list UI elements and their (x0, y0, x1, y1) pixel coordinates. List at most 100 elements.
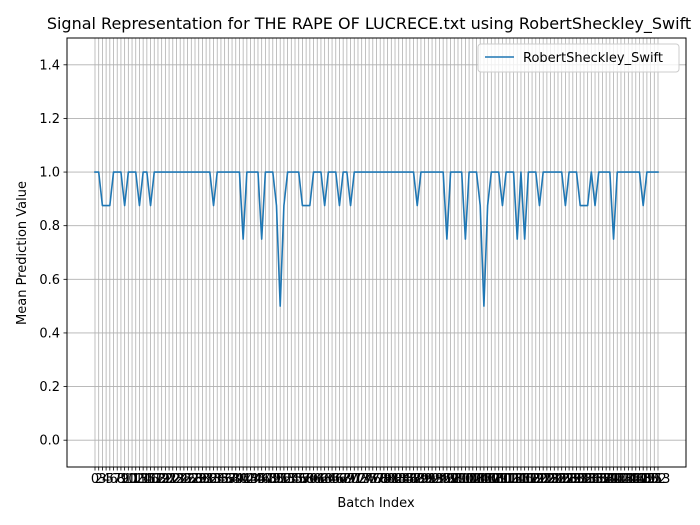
x-tick-label: 55 (287, 472, 304, 487)
x-tick-label: 89 (413, 472, 430, 487)
x-tick-label: 13 (131, 472, 148, 487)
y-tick-label: 0.2 (39, 380, 60, 395)
x-tick-label: 96 (439, 472, 456, 487)
x-tick-label: 12 (127, 472, 144, 487)
x-tick-label: 11 (124, 472, 141, 487)
x-tick-label: 53 (279, 472, 296, 487)
x-tick-label: 49 (265, 472, 282, 487)
x-tick-label: 88 (409, 472, 426, 487)
series-line-robertsheckley-swift (94, 171, 659, 307)
x-tick-label: 40 (231, 472, 248, 487)
x-tick-label: 75 (361, 472, 378, 487)
x-tick-label: 18 (150, 472, 167, 487)
chart-title: Signal Representation for THE RAPE OF LU… (47, 14, 691, 34)
x-tick-label: 14 (135, 472, 152, 487)
x-tick-label: 26 (179, 472, 196, 487)
x-tick-label: 44 (246, 472, 263, 487)
x-tick-label: 142 (605, 472, 630, 487)
x-tick-label: 34 (209, 472, 226, 487)
x-tick-label: 0 (91, 472, 99, 487)
x-tick-label: 119 (520, 472, 545, 487)
x-tick-label: 63 (316, 472, 333, 487)
x-tick-label: 90 (416, 472, 433, 487)
x-tick-label: 33 (205, 472, 222, 487)
x-tick-label: 47 (257, 472, 274, 487)
x-tick-label: 9 (120, 472, 128, 487)
x-tick-label: 73 (353, 472, 370, 487)
x-tick-label: 4 (102, 472, 110, 487)
legend-label: RobertSheckley_Swift (523, 51, 663, 66)
x-tick-label: 81 (383, 472, 400, 487)
x-tick-label: 82 (387, 472, 404, 487)
x-tick-label: 30 (194, 472, 211, 487)
x-tick-label: 136 (583, 472, 608, 487)
x-tick-label: 60 (305, 472, 322, 487)
x-tick-label: 104 (464, 472, 489, 487)
x-tick-label: 153 (646, 472, 671, 487)
x-tick-label: 17 (146, 472, 163, 487)
x-tick-label: 97 (442, 472, 459, 487)
x-tick-label: 94 (431, 472, 448, 487)
x-tick-label: 23 (168, 472, 185, 487)
x-tick-label: 145 (616, 472, 641, 487)
x-tick-label: 123 (534, 472, 559, 487)
x-tick-label: 38 (224, 472, 241, 487)
x-tick-label: 148 (627, 472, 652, 487)
x-tick-label: 131 (564, 472, 589, 487)
x-tick-label: 141 (601, 472, 626, 487)
x-tick-label: 133 (572, 472, 597, 487)
y-tick-label: 1.0 (39, 166, 60, 181)
x-tick-label: 76 (365, 472, 382, 487)
x-tick-label: 10 (120, 472, 137, 487)
y-axis-label: Mean Prediction Value (15, 181, 30, 325)
x-tick-label: 70 (342, 472, 359, 487)
x-tick-label: 72 (350, 472, 367, 487)
x-tick-label: 83 (390, 472, 407, 487)
x-tick-label: 22 (165, 472, 182, 487)
x-tick-label: 106 (472, 472, 497, 487)
x-tick-label: 28 (187, 472, 204, 487)
x-tick-label: 112 (494, 472, 519, 487)
y-tick-label: 0.6 (39, 273, 60, 288)
x-tick-label: 116 (509, 472, 534, 487)
x-tick-label: 32 (202, 472, 219, 487)
x-tick-label: 46 (253, 472, 270, 487)
x-tick-label: 103 (460, 472, 485, 487)
x-tick-label: 99 (450, 472, 467, 487)
x-tick-label: 124 (538, 472, 563, 487)
x-tick-label: 58 (298, 472, 315, 487)
x-tick-label: 138 (590, 472, 615, 487)
y-tick-label: 0.4 (39, 326, 60, 341)
x-tick-label: 2 (95, 472, 103, 487)
x-tick-label: 8 (117, 472, 125, 487)
x-tick-label: 84 (394, 472, 411, 487)
x-tick-label: 16 (142, 472, 159, 487)
x-tick-label: 61 (309, 472, 326, 487)
x-tick-label: 71 (346, 472, 363, 487)
x-tick-label: 52 (276, 472, 293, 487)
x-tick-label: 77 (368, 472, 385, 487)
x-tick-label: 56 (290, 472, 307, 487)
x-tick-label: 5 (106, 472, 114, 487)
y-tick-label: 1.4 (39, 58, 60, 73)
x-tick-label: 110 (486, 472, 511, 487)
x-tick-label: 101 (453, 472, 478, 487)
x-tick-label: 36 (216, 472, 233, 487)
x-tick-label: 95 (435, 472, 452, 487)
x-tick-label: 41 (235, 472, 252, 487)
x-tick-label: 50 (268, 472, 285, 487)
x-axis-ticks: 0234567891011121314151617181920212223242… (91, 467, 671, 487)
x-tick-label: 129 (557, 472, 582, 487)
x-tick-label: 78 (372, 472, 389, 487)
x-tick-label: 135 (579, 472, 604, 487)
x-tick-label: 67 (331, 472, 348, 487)
x-tick-label: 20 (157, 472, 174, 487)
x-tick-label: 149 (631, 472, 656, 487)
x-tick-label: 132 (568, 472, 593, 487)
x-tick-label: 69 (339, 472, 356, 487)
grid-layer (67, 38, 686, 467)
x-tick-label: 105 (468, 472, 493, 487)
x-tick-label: 152 (642, 472, 667, 487)
